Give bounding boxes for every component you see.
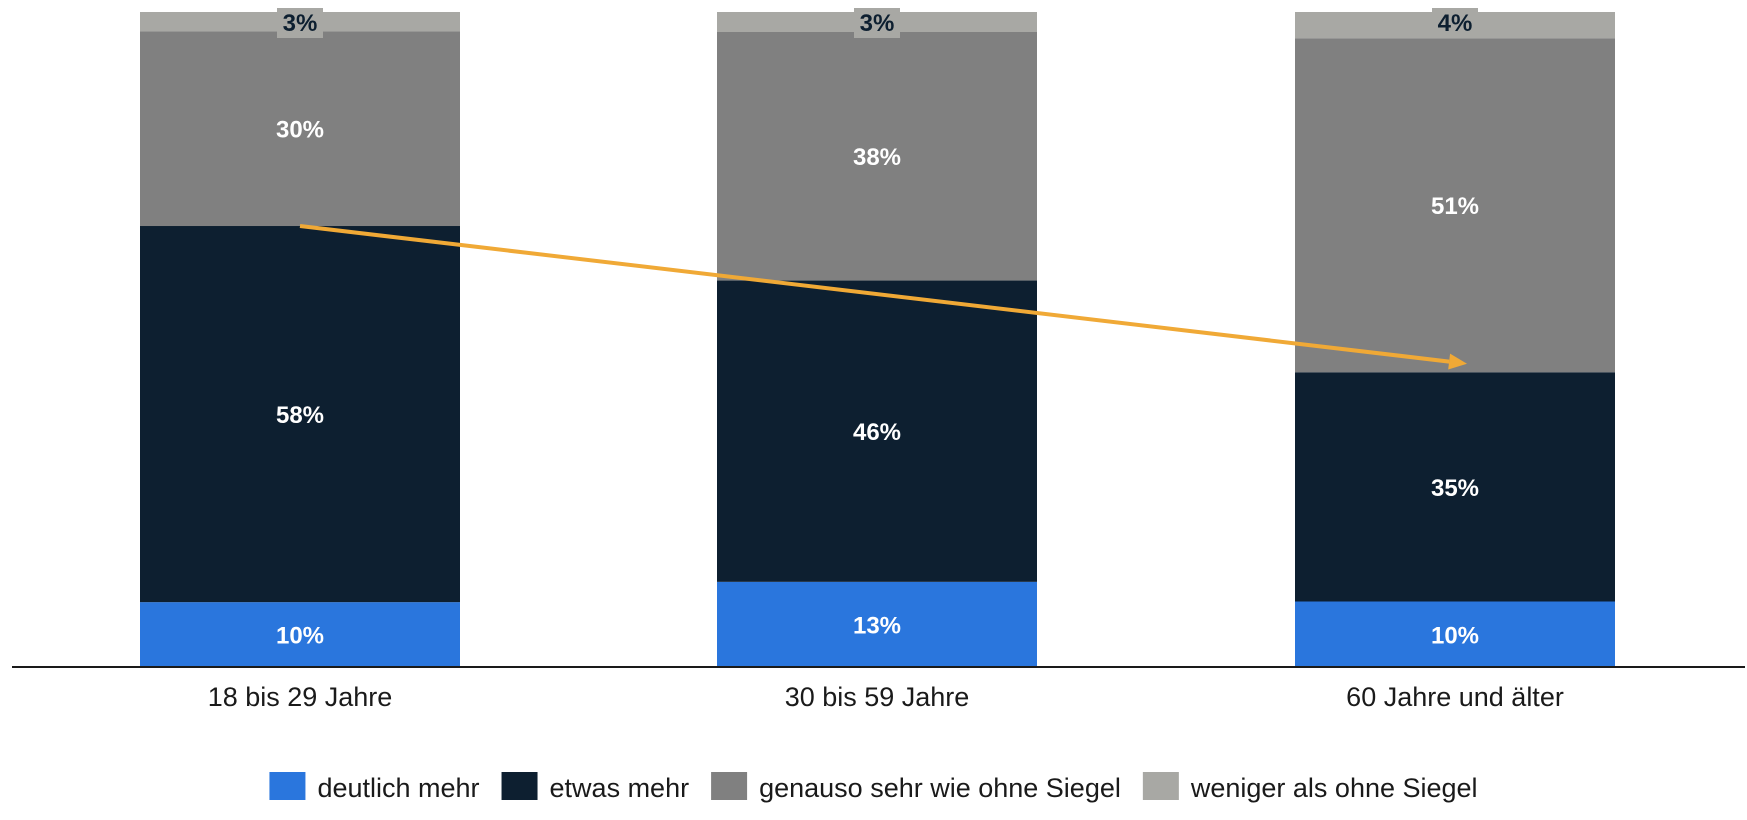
trend-arrow-line: [299, 224, 1450, 364]
segment-label-etwas-mehr-1: 58%: [276, 402, 324, 429]
segment-label-weniger-als-ohne-siegel-3: 4%: [1438, 10, 1473, 37]
segment-labels-layer: 10% 58% 30% 3% 13% 46% 38% 3% 10% 35% 51% 4%: [276, 8, 1479, 650]
legend-swatch-deutlich-mehr: [269, 772, 306, 800]
segment-label-bg-1: [277, 8, 323, 38]
category-label-3: 60 Jahre und älter: [1346, 682, 1564, 712]
bar-segment-etwas-mehr-1: [140, 226, 460, 603]
legend-item-etwas-mehr: etwas mehr: [501, 772, 690, 803]
segment-label-weniger-als-ohne-siegel-2: 3%: [860, 10, 895, 37]
segment-label-deutlich-mehr-3: 10%: [1431, 622, 1479, 649]
legend-item-deutlich-mehr: deutlich mehr: [269, 772, 480, 803]
segment-label-deutlich-mehr-2: 13%: [853, 612, 901, 639]
bar-segment-deutlich-mehr-3: [1295, 601, 1615, 667]
bar-segment-genauso-sehr-wie-ohne-siegel-2: [717, 31, 1037, 281]
legend-swatch-etwas-mehr: [501, 772, 538, 800]
legend-item-genauso-sehr-wie-ohne-siegel: genauso sehr wie ohne Siegel: [711, 772, 1121, 803]
legend-label-weniger-als-ohne-siegel: weniger als ohne Siegel: [1190, 773, 1478, 803]
bar-segment-genauso-sehr-wie-ohne-siegel-3: [1295, 38, 1615, 373]
segment-label-genauso-sehr-wie-ohne-siegel-3: 51%: [1431, 193, 1479, 220]
legend-swatch-weniger-als-ohne-siegel: [1142, 772, 1179, 800]
segment-label-etwas-mehr-2: 46%: [853, 419, 901, 446]
trend-arrow-layer: [299, 224, 1467, 370]
segment-label-weniger-als-ohne-siegel-1: 3%: [283, 10, 318, 37]
legend-swatch-genauso-sehr-wie-ohne-siegel: [711, 772, 748, 800]
bar-segment-etwas-mehr-3: [1295, 372, 1615, 602]
segment-label-bg-2: [854, 8, 900, 38]
category-labels-layer: 18 bis 29 Jahre 30 bis 59 Jahre 60 Jahre u…: [208, 682, 1564, 712]
legend-label-genauso-sehr-wie-ohne-siegel: genauso sehr wie ohne Siegel: [759, 773, 1121, 803]
category-label-2: 30 bis 59 Jahre: [785, 682, 970, 712]
bar-segment-etwas-mehr-2: [717, 280, 1037, 582]
segment-label-bg-3: [1432, 8, 1478, 38]
segment-label-genauso-sehr-wie-ohne-siegel-2: 38%: [853, 144, 901, 171]
segment-label-etwas-mehr-3: 35%: [1431, 475, 1479, 502]
segment-label-genauso-sehr-wie-ohne-siegel-1: 30%: [276, 117, 324, 144]
category-label-1: 18 bis 29 Jahre: [208, 682, 393, 712]
legend-label-deutlich-mehr: deutlich mehr: [317, 773, 479, 803]
segment-label-deutlich-mehr-1: 10%: [276, 623, 324, 650]
bar-segment-deutlich-mehr-1: [140, 602, 460, 667]
trend-arrow-head: [1448, 353, 1467, 370]
bar-segment-deutlich-mehr-2: [717, 581, 1037, 667]
legend-label-etwas-mehr: etwas mehr: [550, 773, 690, 803]
legend-item-weniger-als-ohne-siegel: weniger als ohne Siegel: [1142, 772, 1478, 803]
bar-segment-genauso-sehr-wie-ohne-siegel-1: [140, 31, 460, 227]
legend: deutlich mehr etwas mehr genauso sehr wie …: [269, 772, 1478, 803]
bars-layer: [140, 12, 1615, 667]
